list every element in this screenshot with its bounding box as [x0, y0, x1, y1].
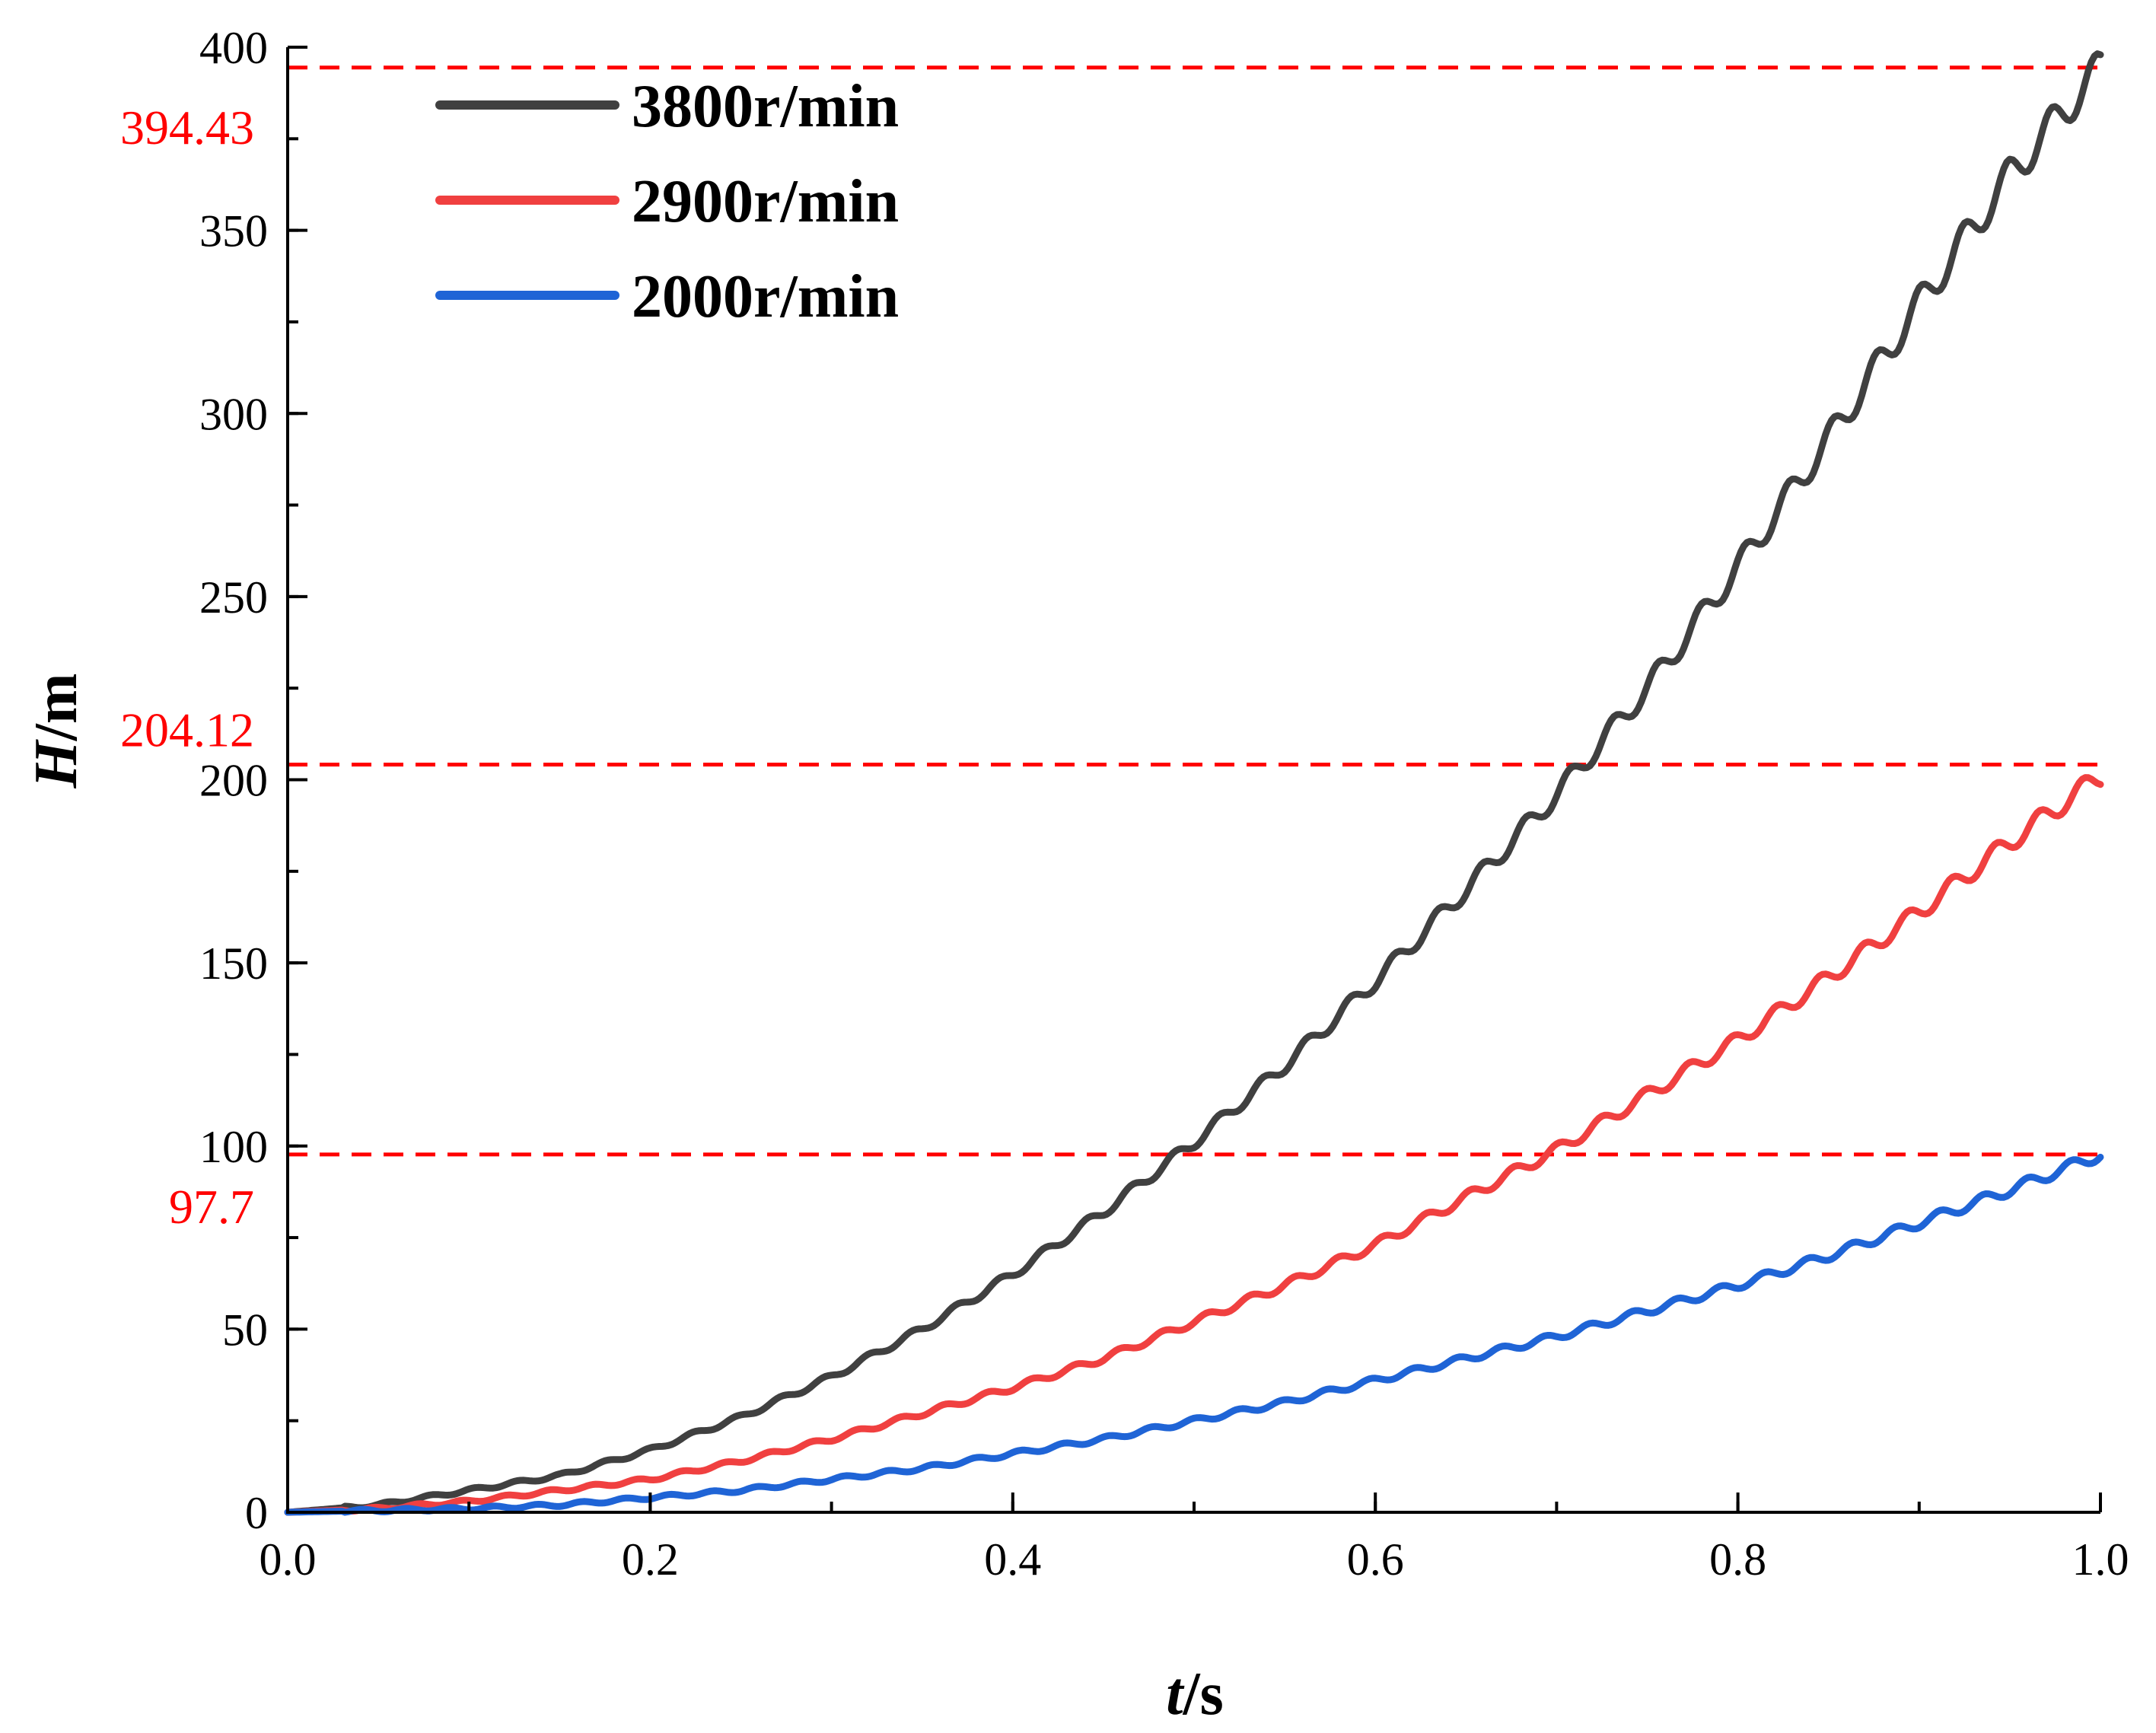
y-tick-label: 150 [199, 938, 268, 989]
y-axis-title-symbol: H [23, 739, 90, 789]
x-tick-label: 0.8 [1709, 1534, 1766, 1585]
y-tick-label: 350 [199, 206, 268, 256]
x-tick-label: 0.4 [984, 1534, 1041, 1585]
legend-label: 3800r/min [632, 73, 899, 140]
reference-labels: 394.43 204.12 97.7 [120, 100, 254, 1234]
legend: 3800r/min 2900r/min 2000r/min [435, 73, 899, 330]
y-tick-label: 100 [199, 1122, 268, 1172]
x-ticks: 0.0 0.2 0.4 0.6 0.8 1.0 [260, 1492, 2129, 1585]
series-line [284, 50, 2104, 1516]
x-axis-title-symbol: t [1166, 1661, 1185, 1728]
y-tick-label: 300 [199, 389, 268, 439]
series-lines [284, 50, 2104, 1516]
series-line [284, 774, 2104, 1516]
y-tick-label: 200 [199, 756, 268, 806]
x-tick-label: 0.0 [260, 1534, 317, 1585]
x-axis-title: t/s [1166, 1661, 1224, 1728]
x-tick-label: 1.0 [2072, 1534, 2129, 1585]
y-ticks: 0 50 100 150 200 250 300 350 400 [199, 23, 307, 1538]
x-axis-title-unit: /s [1182, 1661, 1223, 1728]
x-tick-label: 0.2 [622, 1534, 679, 1585]
reference-label: 204.12 [120, 703, 254, 757]
reference-label: 97.7 [169, 1180, 254, 1234]
legend-label: 2000r/min [632, 263, 899, 330]
y-tick-label: 400 [199, 23, 268, 73]
y-tick-label: 250 [199, 572, 268, 623]
reference-label: 394.43 [120, 100, 254, 155]
axes [286, 47, 2100, 1514]
legend-label: 2900r/min [632, 168, 899, 235]
x-tick-label: 0.6 [1347, 1534, 1404, 1585]
reference-lines [288, 65, 2100, 1157]
y-tick-label: 50 [222, 1305, 268, 1355]
y-axis-title: H/m [23, 673, 90, 788]
y-axis-title-unit: /m [23, 673, 90, 741]
y-tick-label: 0 [245, 1488, 268, 1538]
series-line [284, 1153, 2104, 1516]
